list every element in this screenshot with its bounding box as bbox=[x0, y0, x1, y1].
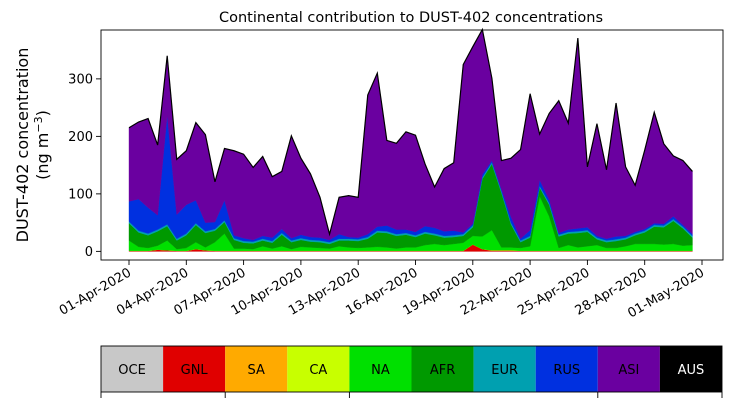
legend-swatch-eur bbox=[473, 346, 536, 392]
legend-label-na: NA bbox=[371, 363, 390, 378]
y-tick-label: 200 bbox=[68, 130, 93, 145]
y-axis-units-exponent: −3 bbox=[32, 116, 45, 132]
legend-swatch-rus bbox=[535, 346, 598, 392]
chart-title: Continental contribution to DUST-402 con… bbox=[219, 10, 603, 26]
legend-swatch-ca bbox=[287, 346, 350, 392]
legend-swatch-aus bbox=[659, 346, 722, 392]
y-tick-label: 100 bbox=[68, 187, 93, 202]
legend-swatch-gnl bbox=[163, 346, 226, 392]
y-axis-units-text: (ng m bbox=[33, 133, 52, 180]
y-tick-label: 0 bbox=[85, 245, 93, 260]
legend-label-afr: AFR bbox=[430, 363, 455, 378]
plot-frame bbox=[100, 29, 724, 261]
legend-frame bbox=[100, 345, 723, 393]
y-tick-label: 300 bbox=[68, 72, 93, 87]
legend-swatch-oce bbox=[101, 346, 164, 392]
legend-label-asi: ASI bbox=[618, 363, 639, 378]
legend-label-gnl: GNL bbox=[181, 363, 209, 378]
legend-swatch-afr bbox=[411, 346, 474, 392]
total-outline bbox=[128, 27, 693, 237]
color-legend: OCE GNL SA CA NA AFR EUR RUS ASI AUS bbox=[100, 345, 723, 398]
legend-label-ca: CA bbox=[309, 363, 327, 378]
y-axis-title: DUST-402 concentration bbox=[13, 48, 32, 243]
legend-swatch-sa bbox=[225, 346, 288, 392]
legend-swatch-na bbox=[349, 346, 412, 392]
legend-label-sa: SA bbox=[248, 363, 265, 378]
legend-swatch-asi bbox=[597, 346, 660, 392]
legend-label-rus: RUS bbox=[553, 363, 580, 378]
legend-label-aus: AUS bbox=[678, 363, 705, 378]
y-axis-units: (ng m−3) bbox=[32, 110, 52, 180]
y-axis-title-line1: DUST-402 concentration bbox=[13, 48, 32, 243]
legend-label-eur: EUR bbox=[491, 363, 518, 378]
area-asi bbox=[128, 28, 693, 241]
y-axis: 0 100 200 300 bbox=[68, 72, 101, 260]
y-axis-units-close: ) bbox=[33, 110, 52, 116]
x-axis: 01-Apr-202004-Apr-202007-Apr-202010-Apr-… bbox=[57, 260, 707, 321]
legend-label-oce: OCE bbox=[118, 363, 146, 378]
stacked-areas bbox=[128, 28, 693, 252]
